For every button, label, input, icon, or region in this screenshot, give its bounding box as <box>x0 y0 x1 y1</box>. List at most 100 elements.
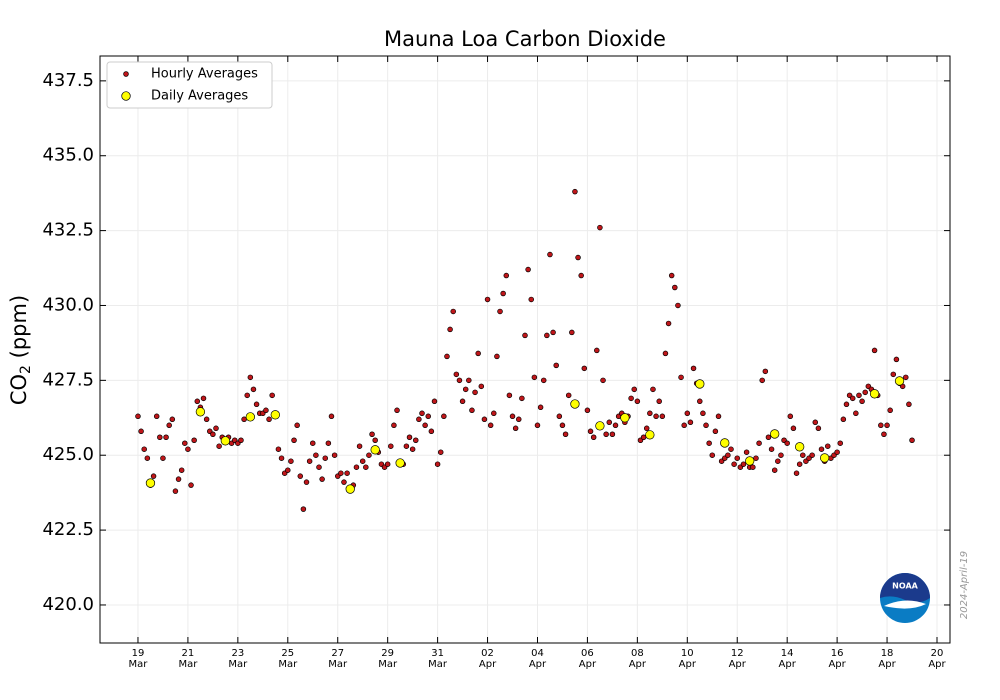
point <box>547 251 553 258</box>
point <box>856 392 862 399</box>
point <box>422 422 428 429</box>
point <box>195 407 206 417</box>
x-tick-label: 29 <box>381 648 394 659</box>
point <box>893 356 900 363</box>
point <box>475 350 481 357</box>
point <box>678 374 684 381</box>
point <box>734 455 740 461</box>
point <box>756 440 762 446</box>
point <box>712 428 719 435</box>
point <box>353 464 360 470</box>
y-tick-label: 427.5 <box>42 369 94 390</box>
point <box>606 419 613 426</box>
point <box>157 434 163 441</box>
point <box>406 434 413 441</box>
point <box>787 413 794 420</box>
point <box>416 416 422 423</box>
point <box>395 458 405 468</box>
point <box>325 440 332 446</box>
point <box>220 436 231 446</box>
point <box>210 431 216 438</box>
point <box>338 470 344 476</box>
point <box>815 425 822 432</box>
x-tick-label: Apr <box>928 659 946 670</box>
x-tick-label: 18 <box>881 648 894 659</box>
point <box>185 446 191 452</box>
point <box>731 461 737 467</box>
point <box>403 443 410 449</box>
point <box>540 377 547 384</box>
point <box>687 419 694 426</box>
point <box>247 374 254 381</box>
point <box>447 326 453 333</box>
point <box>506 392 513 399</box>
point <box>662 350 669 357</box>
point <box>491 410 497 417</box>
point <box>384 461 391 467</box>
point <box>175 476 182 482</box>
point <box>700 410 706 417</box>
point <box>597 224 603 231</box>
point <box>725 452 731 458</box>
point <box>428 428 435 435</box>
point <box>684 410 691 417</box>
point <box>487 422 494 429</box>
point <box>182 440 188 446</box>
point <box>795 442 805 452</box>
point <box>697 398 703 405</box>
point <box>275 446 282 452</box>
point <box>150 473 157 479</box>
point <box>675 302 681 309</box>
point <box>319 476 325 482</box>
point <box>745 456 755 466</box>
point <box>472 389 478 396</box>
y-tick-label: 430.0 <box>42 294 94 315</box>
point <box>328 413 335 420</box>
watermark: 2024-April-19 <box>959 551 970 619</box>
point <box>819 453 830 463</box>
point <box>837 440 843 446</box>
point <box>581 365 588 372</box>
x-tick-label: 14 <box>781 648 794 659</box>
point <box>620 413 630 423</box>
point <box>372 437 378 443</box>
point <box>790 425 797 432</box>
point <box>553 362 559 369</box>
x-tick-label: Apr <box>479 659 497 670</box>
y-tick-label: 437.5 <box>42 70 94 91</box>
point <box>909 437 915 443</box>
point <box>194 398 201 405</box>
x-tick-label: 25 <box>281 648 294 659</box>
point <box>784 440 790 446</box>
x-tick-label: Apr <box>679 659 697 670</box>
point <box>600 377 606 384</box>
point <box>800 452 806 458</box>
point <box>456 377 463 384</box>
point <box>884 422 890 429</box>
point <box>715 413 722 420</box>
point <box>269 392 275 399</box>
y-tick-label: 420.0 <box>42 594 94 615</box>
point <box>862 389 868 396</box>
point <box>497 308 503 315</box>
point <box>584 407 591 414</box>
point <box>690 365 697 372</box>
chart-title: Mauna Loa Carbon Dioxide <box>384 27 666 51</box>
x-tick-label: Apr <box>779 659 797 670</box>
point <box>743 449 750 455</box>
legend-label: Daily Averages <box>151 89 248 104</box>
point <box>834 449 840 455</box>
point <box>740 461 747 467</box>
point <box>244 392 250 399</box>
point <box>341 479 347 485</box>
x-tick-label: 31 <box>431 648 444 659</box>
point <box>294 422 300 429</box>
point <box>516 416 522 423</box>
point <box>419 410 425 417</box>
point <box>444 353 450 360</box>
y-tick-label: 422.5 <box>42 519 94 540</box>
point <box>587 428 594 435</box>
point <box>753 455 759 461</box>
x-tick-label: Mar <box>129 659 149 670</box>
